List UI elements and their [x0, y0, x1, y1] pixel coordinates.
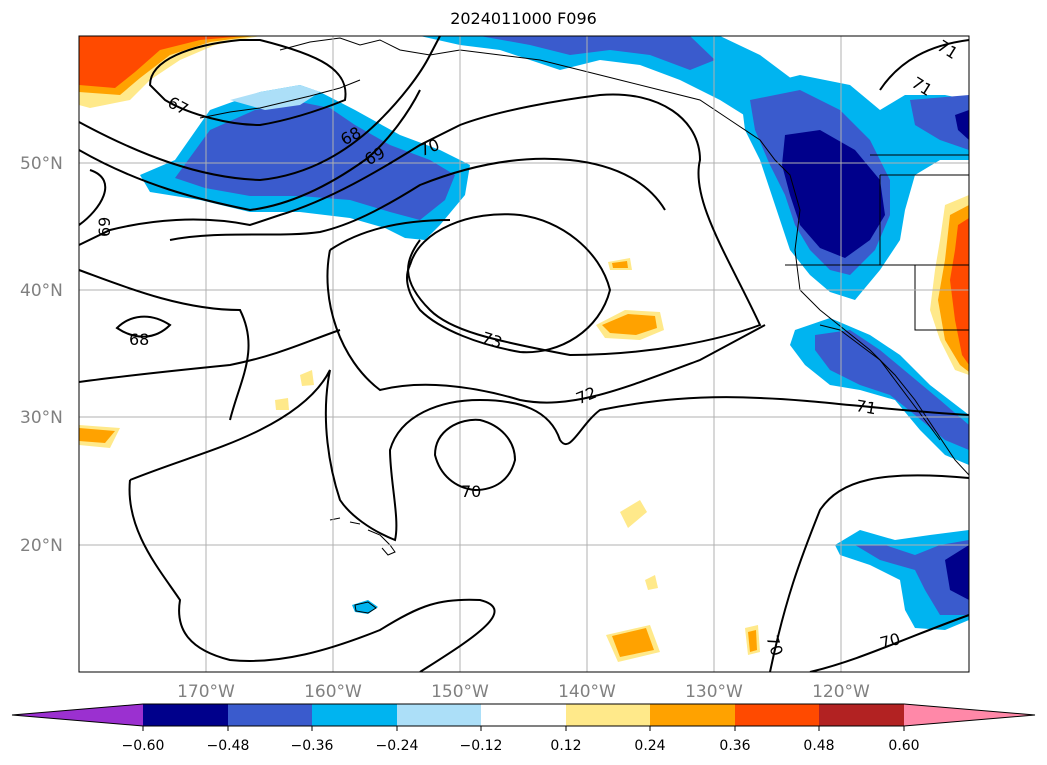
longitude-labels: 170°W 160°W 150°W 140°W 130°W 120°W — [177, 682, 870, 702]
colorbar: −0.60 −0.48 −0.36 −0.24 −0.12 0.12 0.24 … — [11, 703, 1036, 754]
colorbar-tick-label: 0.48 — [803, 738, 834, 754]
colorbar-segment — [566, 704, 650, 726]
contour-68-west — [115, 315, 172, 338]
colorbar-tick-label: 0.12 — [550, 738, 581, 754]
anomaly-positive-west — [79, 425, 120, 448]
contour-70-east — [769, 474, 969, 672]
contour-67 — [148, 39, 347, 127]
contour-70-north — [79, 93, 762, 357]
colorbar-tick-label: −0.12 — [460, 738, 503, 754]
contour-label: 68 — [129, 330, 149, 349]
contour-70-se — [809, 614, 969, 672]
lon-label: 160°W — [304, 682, 362, 702]
colorbar-tick-label: −0.36 — [291, 738, 334, 754]
graticule — [79, 36, 969, 672]
colorbar-extend-max — [904, 704, 1035, 726]
contour-label: 69 — [95, 217, 114, 237]
colorbar-segment — [397, 704, 481, 726]
colorbar-segment — [228, 704, 312, 726]
anomaly-negative-gulf-alaska — [420, 36, 800, 125]
colorbar-extend-min — [12, 704, 143, 726]
contour-72 — [326, 219, 766, 404]
colorbar-tick-label: 0.36 — [719, 738, 750, 754]
contour-70-left — [79, 269, 250, 421]
colorbar-tick-label: 0.60 — [888, 738, 919, 754]
lat-label: 30°N — [20, 408, 63, 428]
colorbar-tick-label: −0.24 — [376, 738, 419, 754]
colorbar-segment — [312, 704, 397, 726]
lat-label: 50°N — [20, 154, 63, 174]
lon-label: 170°W — [177, 682, 235, 702]
colorbar-tick-label: −0.48 — [207, 738, 250, 754]
colorbar-segment — [481, 704, 566, 726]
map-title: 2024011000 F096 — [450, 9, 597, 28]
contour-69-west — [79, 169, 107, 226]
coastlines — [199, 37, 969, 614]
contour-70-mid — [129, 369, 969, 542]
contour-70-south — [128, 479, 496, 672]
lon-label: 120°W — [812, 682, 870, 702]
lat-label: 40°N — [20, 281, 63, 301]
latitude-labels: 50°N 40°N 30°N 20°N — [20, 154, 63, 556]
lat-label: 20°N — [20, 536, 63, 556]
colorbar-segment — [650, 704, 735, 726]
colorbar-tick-label: −0.60 — [122, 738, 165, 754]
anomaly-negative-pnw — [740, 75, 969, 300]
contour-68-north — [79, 36, 441, 182]
anomaly-negative-baja — [790, 318, 969, 465]
map-plot-area: 67 68 69 70 71 72 73 68 69 70 70 70 71 7… — [79, 36, 969, 672]
anomaly-positive-nw — [79, 36, 260, 108]
contour-71-south — [79, 329, 341, 383]
contour-label: 70 — [461, 482, 481, 501]
contour-71-ne — [879, 39, 969, 91]
contour-69-north — [79, 89, 421, 212]
lon-label: 150°W — [431, 682, 489, 702]
map-frame — [78, 35, 970, 673]
contour-70-ring — [433, 418, 517, 492]
contour-71-north — [169, 157, 666, 241]
colorbar-segment — [143, 704, 228, 726]
colorbar-segment — [735, 704, 819, 726]
anomaly-negative-tropical-east — [835, 530, 969, 630]
contour-label: 70 — [878, 629, 903, 653]
height-contours — [79, 36, 969, 672]
anomaly-positive-central — [275, 258, 760, 662]
colorbar-segment — [819, 704, 904, 726]
lon-label: 140°W — [558, 682, 616, 702]
contour-label: 71 — [854, 396, 877, 418]
lon-label: 130°W — [685, 682, 743, 702]
contour-73 — [406, 213, 612, 354]
colorbar-tick-label: 0.24 — [634, 738, 665, 754]
